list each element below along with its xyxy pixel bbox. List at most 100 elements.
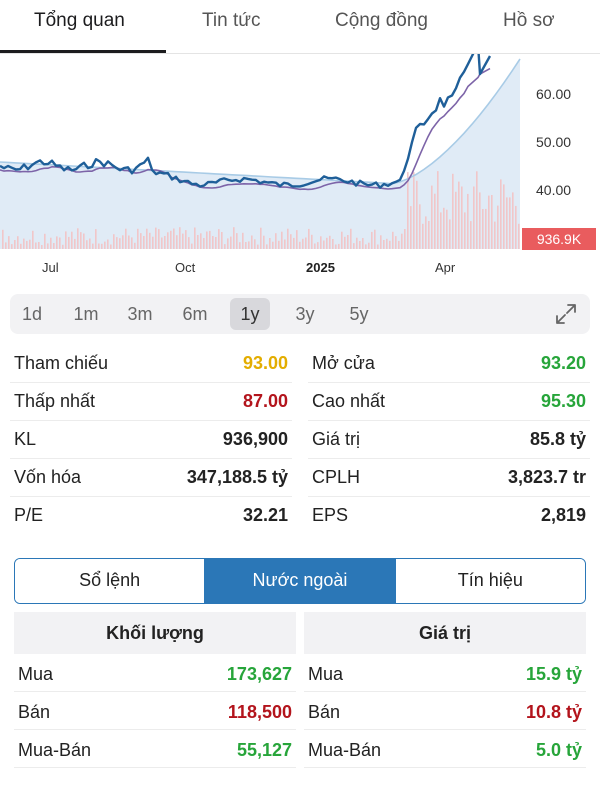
volume-bar <box>479 192 481 249</box>
volume-bar <box>206 231 208 249</box>
volume-bar <box>407 172 409 249</box>
volume-bar <box>80 232 82 249</box>
volume-bar <box>359 241 361 249</box>
volume-bar <box>485 208 487 249</box>
volume-bar <box>86 240 88 249</box>
row-value: 118,500 <box>227 702 292 722</box>
volume-bar <box>53 243 55 249</box>
volume-bar <box>425 216 427 249</box>
volume-bar <box>125 228 127 249</box>
volume-bar <box>8 236 10 249</box>
volume-bar <box>77 228 79 249</box>
tab-overview[interactable]: Tổng quan <box>34 10 125 31</box>
volume-bar <box>38 242 40 249</box>
tab-community[interactable]: Cộng đồng <box>335 10 428 31</box>
volume-bar <box>320 236 322 249</box>
volume-bar <box>155 227 157 249</box>
tab-profile[interactable]: Hồ sơ <box>503 10 555 31</box>
volume-bar <box>476 171 478 249</box>
volume-bar <box>122 235 124 249</box>
stat-label: Mở cửa <box>312 353 375 373</box>
volume-bar <box>35 242 37 249</box>
stat-low: Thấp nhất 87.00 <box>10 383 292 421</box>
volume-bar <box>179 227 181 249</box>
volume-bar <box>200 233 202 249</box>
stat-label: Cao nhất <box>312 391 386 411</box>
period-1d[interactable]: 1d <box>21 304 43 324</box>
volume-bar <box>326 237 328 249</box>
volume-bar <box>116 237 118 249</box>
row-label: Mua <box>18 664 54 684</box>
volume-bar <box>386 238 388 249</box>
volume-bar <box>281 231 283 249</box>
volume-bar <box>242 232 244 249</box>
volume-bar <box>218 229 220 249</box>
volume-bar <box>65 231 67 249</box>
volume-bar <box>194 227 196 249</box>
volume-bar <box>245 242 247 249</box>
volume-bar <box>92 243 94 249</box>
tab-order-book[interactable]: Sổ lệnh <box>15 559 206 603</box>
volume-bar <box>398 240 400 249</box>
volume-bar <box>350 228 352 249</box>
volume-bar <box>368 242 370 249</box>
volume-bar <box>62 244 64 249</box>
period-3m[interactable]: 3m <box>127 304 153 324</box>
period-1y[interactable]: 1y <box>230 298 270 330</box>
volume-bar <box>23 238 25 249</box>
volume-bar <box>371 231 373 249</box>
volume-bar <box>347 235 349 249</box>
period-1m[interactable]: 1m <box>73 304 99 324</box>
expand-icon[interactable] <box>554 302 578 326</box>
volume-bar <box>329 235 331 249</box>
volume-bar <box>389 240 391 249</box>
table-header: Giá trị <box>304 612 586 654</box>
stat-value-traded: Giá trị 85.8 tỷ <box>308 421 590 459</box>
volume-bar <box>110 244 112 249</box>
volume-bar <box>431 185 433 249</box>
volume-bar <box>17 236 19 249</box>
volume-bar <box>191 243 193 249</box>
volume-bar <box>416 180 418 249</box>
volume-bar <box>212 236 214 249</box>
stat-pe: P/E 32.21 <box>10 497 292 535</box>
volume-bar <box>311 234 313 249</box>
volume-bar <box>149 232 151 249</box>
volume-bar <box>26 240 28 249</box>
volume-bar <box>299 241 301 249</box>
volume-bar <box>383 240 385 249</box>
volume-bar <box>197 235 199 249</box>
volume-bar <box>302 238 304 249</box>
stat-value: 936,900 <box>222 429 288 449</box>
volume-bar <box>470 221 472 249</box>
price-chart[interactable]: 60.00 50.00 40.00 936.9K Jul Oct 2025 Ap… <box>0 54 600 284</box>
volume-bar <box>308 228 310 249</box>
table-row: Mua 173,627 <box>14 654 296 692</box>
row-value: 173,627 <box>226 664 292 684</box>
tab-foreign[interactable]: Nước ngoài <box>205 559 396 603</box>
volume-bar <box>56 236 58 249</box>
volume-bar <box>50 237 52 249</box>
row-label: Mua-Bán <box>18 740 92 760</box>
volume-bar <box>176 235 178 249</box>
ma-fast-line <box>0 67 491 191</box>
volume-bar <box>173 228 175 249</box>
volume-bar <box>185 230 187 249</box>
volume-bar <box>491 195 493 249</box>
period-6m[interactable]: 6m <box>182 304 208 324</box>
tab-news[interactable]: Tin tức <box>202 10 261 31</box>
volume-bar <box>518 223 520 249</box>
volume-bar <box>248 241 250 249</box>
period-5y[interactable]: 5y <box>349 304 369 324</box>
volume-bar <box>215 237 217 249</box>
volume-bar <box>269 238 271 249</box>
tab-signals[interactable]: Tín hiệu <box>395 559 585 603</box>
volume-bar <box>140 233 142 249</box>
stat-label: Vốn hóa <box>14 467 82 487</box>
volume-bar <box>410 206 412 249</box>
volume-bar <box>287 228 289 249</box>
period-3y[interactable]: 3y <box>295 304 315 324</box>
volume-bar <box>134 242 136 249</box>
price-area-fill <box>0 59 520 249</box>
volume-bar <box>488 195 490 249</box>
